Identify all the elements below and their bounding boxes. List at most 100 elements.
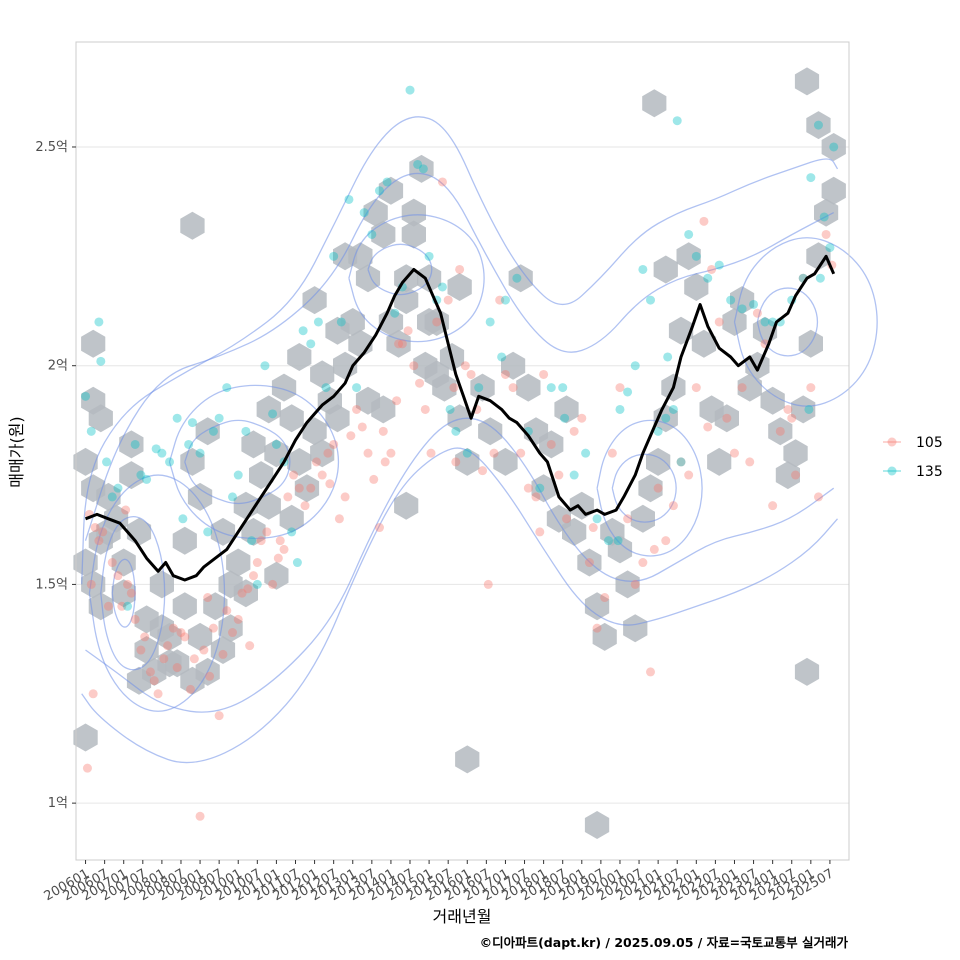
scatter-point-135 xyxy=(653,426,663,436)
scatter-point-105 xyxy=(205,671,215,681)
scatter-point-105 xyxy=(82,763,92,773)
scatter-point-105 xyxy=(275,536,285,546)
scatter-point-105 xyxy=(745,457,755,467)
scatter-point-105 xyxy=(140,632,150,642)
scatter-point-135 xyxy=(187,418,197,428)
scatter-point-135 xyxy=(485,317,495,327)
scatter-point-105 xyxy=(661,536,671,546)
scatter-point-135 xyxy=(569,470,579,480)
scatter-point-105 xyxy=(369,474,379,484)
scatter-point-135 xyxy=(424,251,434,261)
scatter-point-135 xyxy=(630,361,640,371)
scatter-point-135 xyxy=(829,142,839,152)
scatter-point-105 xyxy=(737,383,747,393)
hexbin-cell xyxy=(294,474,320,503)
scatter-point-135 xyxy=(107,492,117,502)
hexbin-cell xyxy=(584,592,610,621)
scatter-point-105 xyxy=(554,470,564,480)
scatter-point-105 xyxy=(437,177,447,187)
scatter-point-105 xyxy=(311,457,321,467)
scatter-point-135 xyxy=(260,361,270,371)
hexbin-cell xyxy=(775,461,800,490)
scatter-point-105 xyxy=(546,439,556,449)
y-tick-label: 2.5억 xyxy=(35,140,68,155)
scatter-point-105 xyxy=(813,492,823,502)
scatter-point-135 xyxy=(512,273,522,283)
scatter-point-135 xyxy=(184,439,194,449)
scatter-point-135 xyxy=(663,352,673,362)
scatter-point-135 xyxy=(233,470,243,480)
hexbin-cell xyxy=(394,491,419,520)
scatter-point-105 xyxy=(729,448,739,458)
hexbin-cell xyxy=(707,447,732,476)
scatter-point-105 xyxy=(249,571,259,581)
scatter-point-105 xyxy=(126,588,136,598)
hexbin-cell xyxy=(714,404,739,433)
density-contour xyxy=(111,558,136,628)
scatter-point-105 xyxy=(638,558,648,568)
scatter-point-105 xyxy=(386,448,396,458)
hexbin-cell xyxy=(455,745,480,774)
scatter-point-105 xyxy=(615,383,625,393)
hexbin-cell xyxy=(737,373,762,402)
scatter-point-135 xyxy=(359,208,369,218)
scatter-point-105 xyxy=(577,413,587,423)
scatter-point-105 xyxy=(588,523,598,533)
hexbin-cell xyxy=(187,622,213,651)
density-contour xyxy=(756,287,819,357)
hexbin-cell xyxy=(325,404,350,433)
scatter-point-135 xyxy=(413,159,423,169)
scatter-point-105 xyxy=(233,614,243,624)
scatter-point-135 xyxy=(344,194,354,204)
scatter-point-135 xyxy=(684,229,694,239)
density-contour xyxy=(85,417,835,713)
scatter-point-105 xyxy=(176,628,186,638)
scatter-point-135 xyxy=(668,404,678,414)
scatter-point-105 xyxy=(228,628,238,638)
hexbin-cell xyxy=(562,517,587,546)
hexbin-cell xyxy=(531,474,556,503)
scatter-point-105 xyxy=(466,369,476,379)
hexbin-cell xyxy=(157,622,182,651)
scatter-point-105 xyxy=(340,492,350,502)
scatter-point-135 xyxy=(714,260,724,270)
hexbin-cell xyxy=(111,548,136,577)
gridlines xyxy=(76,146,849,804)
scatter-point-135 xyxy=(418,164,428,174)
hexbin-cell xyxy=(149,570,174,599)
scatter-point-105 xyxy=(409,361,419,371)
scatter-point-135 xyxy=(247,536,257,546)
hexbin-cell xyxy=(279,504,304,533)
hexbin-cell xyxy=(195,417,220,446)
hexbin-cell xyxy=(676,242,701,271)
scatter-point-135 xyxy=(462,448,472,458)
scatter-point-105 xyxy=(329,439,339,449)
scatter-point-135 xyxy=(228,492,238,502)
hexbin-cell xyxy=(539,430,564,459)
scatter-point-105 xyxy=(289,470,299,480)
scatter-point-135 xyxy=(214,413,224,423)
scatter-point-135 xyxy=(102,457,112,467)
legend-label: 135 xyxy=(916,464,943,480)
scatter-point-105 xyxy=(783,404,793,414)
hexbin-cell xyxy=(302,417,327,446)
hexbin-cell xyxy=(271,373,297,402)
scatter-points xyxy=(81,85,839,821)
scatter-point-135 xyxy=(313,317,323,327)
hexbin-cell xyxy=(821,176,846,205)
scatter-point-105 xyxy=(136,645,146,655)
hexbin-cell xyxy=(348,242,373,271)
hexbin-cell xyxy=(501,351,526,380)
scatter-point-105 xyxy=(123,579,133,589)
scatter-point-105 xyxy=(432,317,442,327)
scatter-point-135 xyxy=(819,212,829,222)
scatter-point-105 xyxy=(222,606,232,616)
scatter-point-105 xyxy=(508,383,518,393)
hexbin-cell xyxy=(638,474,663,503)
hexbin-cell xyxy=(554,395,579,424)
scatter-point-105 xyxy=(676,457,686,467)
scatter-point-105 xyxy=(374,523,384,533)
scatter-point-105 xyxy=(397,339,407,349)
scatter-point-135 xyxy=(638,264,648,274)
